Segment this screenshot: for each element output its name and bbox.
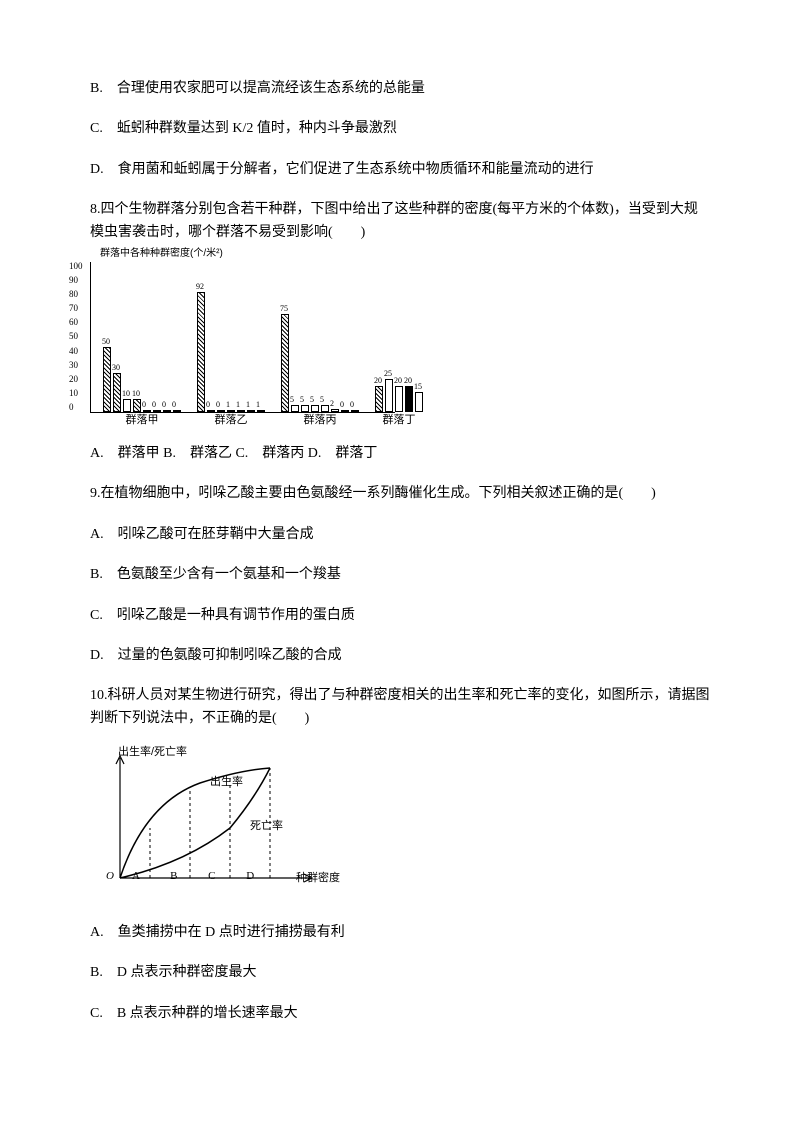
bar: 20 [395,386,403,412]
bar-group: 503010100000群落甲 [103,262,181,412]
bar: 10 [123,399,131,412]
q8-stem: 8.四个生物群落分别包含若干种群，下图中给出了这些种群的密度(每平方米的个体数)… [90,199,710,244]
bar-value: 2 [330,398,334,411]
q9-option-b: B. 色氨酸至少含有一个氨基和一个羧基 [90,564,710,586]
bar-value: 20 [374,375,382,388]
bar: 20 [375,386,383,412]
q9-option-a: A. 吲哚乙酸可在胚芽鞘中大量合成 [90,524,710,546]
bar-group-label: 群落乙 [215,412,248,430]
bar-group: 2025202015群落丁 [375,262,423,412]
bar-value: 5 [290,394,294,407]
bar-value: 0 [172,399,176,412]
q10-option-a: A. 鱼类捕捞中在 D 点时进行捕捞最有利 [90,922,710,944]
bar: 5 [291,405,299,412]
bar-value: 1 [226,399,230,412]
q8-chart: 群落中各种种群密度(个/米²) 1009080706050403020100 5… [90,262,710,413]
bar-group-label: 群落丁 [383,412,416,430]
q9-stem: 9.在植物细胞中，吲哚乙酸主要由色氨酸经一系列酶催化生成。下列相关叙述正确的是(… [90,483,710,505]
bar-value: 1 [236,399,240,412]
bar-value: 0 [350,399,354,412]
bar-value: 75 [280,303,288,316]
bar-value: 0 [142,399,146,412]
bar: 1 [257,410,265,412]
bar-value: 50 [102,336,110,349]
bar: 0 [341,410,349,412]
bar: 5 [301,405,309,412]
bar-value: 0 [216,399,220,412]
bar-value: 0 [340,399,344,412]
q9-option-c: C. 吲哚乙酸是一种具有调节作用的蛋白质 [90,605,710,627]
q10-option-c: C. B 点表示种群的增长速率最大 [90,1003,710,1025]
bar-group-label: 群落丙 [304,412,337,430]
bar-value: 1 [246,399,250,412]
document-page: B. 合理使用农家肥可以提高流经该生态系统的总能量 C. 蚯蚓种群数量达到 K/… [0,0,800,1083]
bar: 20 [405,386,413,412]
bar-value: 20 [394,375,402,388]
bar-group: 92001111群落乙 [197,262,265,412]
bar: 5 [321,405,329,412]
bar-value: 20 [404,375,412,388]
bar-value: 0 [206,399,210,412]
q8-options-line: A. 群落甲 B. 群落乙 C. 群落丙 D. 群落丁 [90,443,710,465]
q10-origin-label: O [106,868,114,886]
q8-chart-yaxis-label: 群落中各种种群密度(个/米²) [100,246,223,262]
q10-option-b: B. D 点表示种群密度最大 [90,962,710,984]
bar: 15 [415,392,423,412]
bar: 0 [351,410,359,412]
q8-chart-yticks: 1009080706050403020100 [69,262,83,412]
bar: 10 [133,399,141,412]
q10-chart: 出生率/死亡率 出生率 死亡率 O A B C D 种群密度 [90,748,330,898]
bar: 0 [173,410,181,412]
bar-value: 0 [162,399,166,412]
q9-option-d: D. 过量的色氨酸可抑制吲哚乙酸的合成 [90,645,710,667]
q10-xticks: A B C D [132,868,268,886]
bar: 50 [103,347,111,412]
bar: 5 [311,405,319,412]
bar-value: 5 [320,394,324,407]
bar-group-label: 群落甲 [126,412,159,430]
q10-stem: 10.科研人员对某生物进行研究，得出了与种群密度相关的出生率和死亡率的变化，如图… [90,685,710,730]
bar-group: 755555200群落丙 [281,262,359,412]
bar: 0 [163,410,171,412]
q10-birth-label: 出生率 [210,774,243,792]
q10-yaxis-label: 出生率/死亡率 [118,744,187,762]
bar-value: 10 [122,388,130,401]
q10-death-label: 死亡率 [250,818,283,836]
q10-xaxis-label: 种群密度 [296,870,340,888]
bar-value: 5 [310,394,314,407]
q7-option-d: D. 食用菌和蚯蚓属于分解者，它们促进了生态系统中物质循环和能量流动的进行 [90,159,710,181]
bar-value: 92 [196,281,204,294]
bar-value: 15 [414,381,422,394]
bar: 75 [281,314,289,412]
bar-value: 25 [384,368,392,381]
bar: 25 [385,379,393,412]
bar-value: 1 [256,399,260,412]
bar: 30 [113,373,121,412]
q7-option-c: C. 蚯蚓种群数量达到 K/2 值时，种内斗争最激烈 [90,118,710,140]
q7-option-b: B. 合理使用农家肥可以提高流经该生态系统的总能量 [90,78,710,100]
bar-value: 0 [152,399,156,412]
bar-value: 5 [300,394,304,407]
bar: 92 [197,292,205,412]
bar-value: 30 [112,362,120,375]
bar-value: 10 [132,388,140,401]
bar: 1 [247,410,255,412]
